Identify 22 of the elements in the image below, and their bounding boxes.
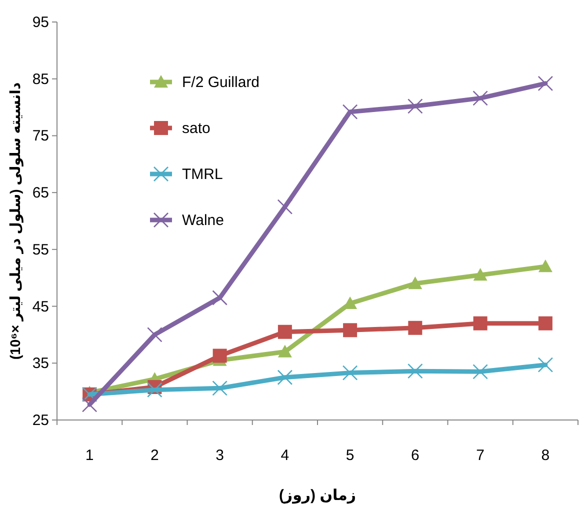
y-tick-label: 55 (32, 241, 49, 258)
y-tick-label: 75 (32, 128, 49, 145)
x-tick-label: 5 (346, 447, 354, 464)
x-tick-label: 2 (150, 447, 159, 464)
y-tick-label: 35 (32, 355, 49, 372)
legend-label: TMRL (182, 166, 223, 183)
x-tick-label: 7 (476, 447, 484, 464)
x-tick-label: 3 (216, 447, 224, 464)
legend-label: F/2 Guillard (182, 74, 260, 91)
y-axis-title: دانسیته سلولی (سلول در میلی لیتر ×10⁶) (7, 82, 24, 360)
x-tick-label: 4 (280, 447, 290, 464)
y-tick-label: 45 (32, 298, 49, 316)
x-tick-label: 1 (85, 447, 94, 464)
x-axis-title: زمان (روز) (278, 487, 356, 504)
legend-label: sato (182, 120, 210, 137)
y-tick-label: 25 (32, 412, 49, 429)
y-tick-label: 65 (32, 184, 49, 202)
x-tick-label: 8 (541, 447, 550, 464)
legend-label: Walne (182, 212, 224, 229)
y-tick-label: 95 (32, 14, 49, 31)
x-tick-label: 6 (411, 447, 420, 464)
y-tick-label: 85 (32, 70, 49, 88)
